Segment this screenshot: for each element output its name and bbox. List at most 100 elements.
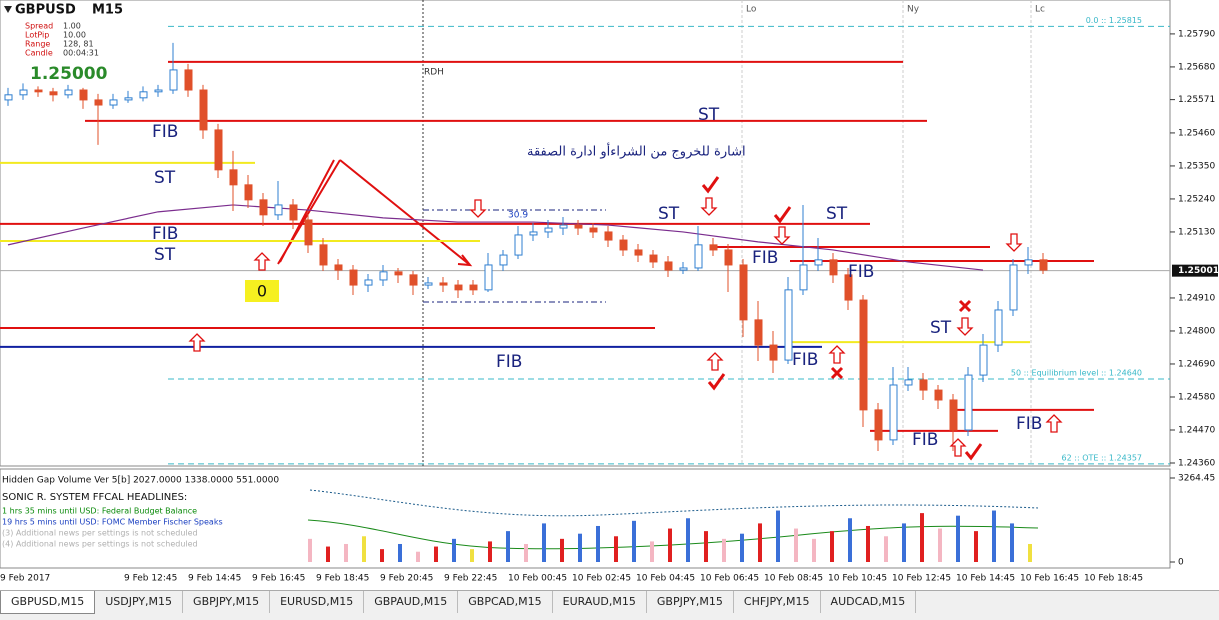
info-value: 00:04:31 (63, 49, 99, 58)
candle-body (769, 344, 778, 361)
x-tick-label: 10 Feb 00:45 (508, 574, 567, 584)
annotation-label: FIB (152, 224, 178, 244)
volume-bar (398, 543, 402, 562)
chart-tab[interactable]: GBPAUD,M15 (364, 591, 459, 613)
candle-body (949, 399, 958, 431)
chart-tab[interactable]: USDJPY,M15 (95, 591, 184, 613)
x-tick-label: 10 Feb 18:45 (1084, 574, 1143, 584)
candle-body (484, 264, 493, 291)
chart-tab[interactable]: CHFJPY,M15 (734, 591, 821, 613)
check-mark (964, 443, 983, 461)
signal-arrow (1005, 233, 1023, 252)
candle-body (334, 264, 343, 271)
y-tick-label: 1.25350 (1178, 161, 1215, 171)
y-tick-label: 1.25571 (1178, 95, 1215, 105)
news-item: (4) Additional news per settings is not … (2, 540, 198, 549)
news-item: (3) Additional news per settings is not … (2, 529, 198, 538)
volume-bar (794, 528, 798, 562)
candle-body (619, 239, 628, 251)
volume-bar (812, 538, 816, 562)
signal-arrow (949, 438, 967, 457)
volume-bar (740, 533, 744, 562)
candle-body (1039, 259, 1048, 271)
chart-tab[interactable]: GBPJPY,M15 (647, 591, 734, 613)
cross-mark (830, 366, 844, 380)
volume-bar (668, 528, 672, 562)
y-tick-label: 1.25680 (1178, 62, 1215, 72)
x-tick-label: 10 Feb 12:45 (892, 574, 951, 584)
annotation-label: ST (698, 105, 720, 125)
candle-body (739, 264, 748, 321)
volume-bar (902, 523, 906, 562)
candle-body (229, 169, 238, 186)
fib-value: 30.9 (508, 211, 528, 221)
x-tick-label: 10 Feb 04:45 (636, 574, 695, 584)
symbol: GBPUSD (15, 3, 76, 18)
candle-body (454, 284, 463, 291)
chart-tab[interactable]: AUDCAD,M15 (821, 591, 917, 613)
volume-bar (416, 551, 420, 562)
x-tick-label: 9 Feb 12:45 (124, 574, 177, 584)
candle-body (19, 89, 28, 96)
candle-body (214, 129, 223, 171)
x-tick-label: 9 Feb 22:45 (444, 574, 497, 584)
volume-bar (632, 520, 636, 562)
volume-bar (452, 538, 456, 562)
chart-tab[interactable]: GBPCAD,M15 (458, 591, 553, 613)
volume-bar (488, 541, 492, 562)
cross-mark (958, 299, 972, 313)
x-tick-label: 10 Feb 14:45 (956, 574, 1015, 584)
x-tick-label: 10 Feb 08:45 (764, 574, 823, 584)
y-tick-label: 1.24690 (1178, 359, 1215, 369)
candle-body (109, 99, 118, 106)
volume-band (309, 489, 1039, 517)
news-item: 19 hrs 5 mins until USD: FOMC Member Fis… (2, 518, 223, 527)
candle-body (364, 279, 373, 286)
fib-label: 62 :: OTE :: 1.24357 (1062, 453, 1142, 462)
volume-bar (542, 523, 546, 562)
volume-bar (848, 518, 852, 562)
volume-bar (524, 543, 528, 562)
candle-body (889, 384, 898, 441)
x-tick-label: 10 Feb 10:45 (828, 574, 887, 584)
candle-body (679, 267, 688, 271)
chart-tab[interactable]: GBPUSD,M15 (0, 591, 96, 614)
chart-tab[interactable]: EURUSD,M15 (270, 591, 365, 613)
volume-bar (884, 536, 888, 562)
annotation-label: FIB (912, 430, 938, 450)
y-tick-label: 1.24360 (1178, 458, 1215, 468)
annotation-label: FIB (792, 350, 818, 370)
volume-bar (650, 541, 654, 562)
candle-body (274, 204, 283, 216)
info-value: 128, 81 (63, 40, 94, 49)
candle-body (994, 309, 1003, 346)
candle-body (859, 299, 868, 411)
chart-tab[interactable]: EURAUD,M15 (553, 591, 647, 613)
volume-bar (830, 531, 834, 562)
candle-body (304, 219, 313, 246)
check-mark (701, 176, 720, 194)
annotation-label: FIB (848, 262, 874, 282)
candle-body (634, 249, 643, 256)
candle-body (319, 244, 328, 266)
candle-body (919, 379, 928, 391)
info-value: 10.00 (63, 31, 86, 40)
x-tick-label: 9 Feb 2017 (0, 574, 50, 584)
chart-tab[interactable]: GBPJPY,M15 (183, 591, 271, 613)
candle-body (589, 227, 598, 233)
candle-body (1009, 264, 1018, 311)
volume-bar (326, 546, 330, 562)
candle-body (64, 89, 73, 96)
volume-bar (596, 525, 600, 562)
current-price-box (1172, 264, 1218, 277)
candle-body (4, 94, 13, 101)
live-price: 1.25000 (30, 64, 108, 84)
main-frame (0, 0, 1171, 467)
menu-icon (4, 6, 12, 13)
volume-title: Hidden Gap Volume Ver 5[b] 2027.0000 133… (2, 476, 279, 486)
y-tick-label: 1.25130 (1178, 227, 1215, 237)
signal-arrow (773, 226, 791, 245)
session-label: Lc (1035, 5, 1045, 15)
candle-body (469, 284, 478, 291)
candle-body (349, 269, 358, 286)
